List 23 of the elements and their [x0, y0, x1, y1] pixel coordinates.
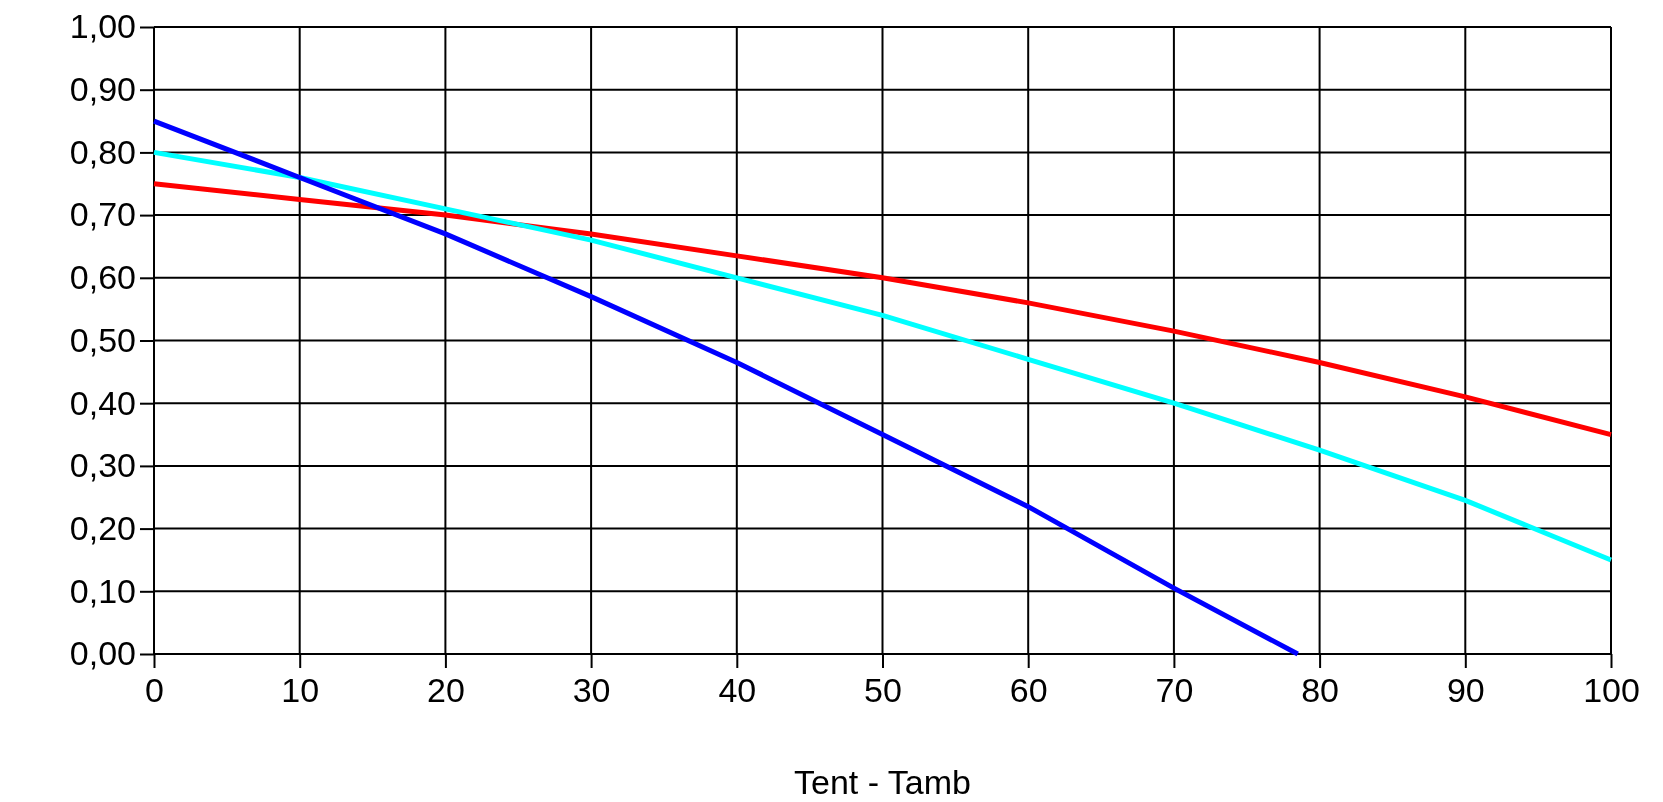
y-tick-label: 0,50 [69, 320, 136, 359]
x-tick-label: 20 [426, 671, 465, 710]
y-tick-label: 0,80 [69, 132, 136, 171]
x-tick-label: 90 [1446, 671, 1485, 710]
y-tick-label: 0,10 [69, 571, 136, 610]
x-tick-label: 50 [864, 671, 902, 710]
y-tick-label: 0,70 [69, 195, 136, 234]
y-tick-label: 0,90 [69, 70, 136, 109]
y-tick-label: 0,20 [69, 508, 136, 547]
x-axis-title: Tent - Tamb [793, 763, 972, 801]
x-tick-label: 30 [572, 671, 611, 710]
x-tick-label: 40 [718, 671, 757, 710]
x-tick-label: 80 [1301, 671, 1340, 710]
y-tick-label: 0,00 [69, 634, 136, 673]
x-tick-label: 0 [145, 671, 164, 710]
x-tick-label: 70 [1155, 671, 1194, 710]
y-tick-label: 0,60 [69, 258, 136, 297]
y-tick-label: 0,40 [69, 383, 136, 422]
x-tick-label: 60 [1009, 671, 1048, 710]
x-tick-label: 10 [281, 671, 320, 710]
y-tick-label: 1,00 [69, 7, 136, 46]
y-tick-label: 0,30 [69, 446, 136, 485]
x-tick-label: 100 [1583, 671, 1640, 710]
